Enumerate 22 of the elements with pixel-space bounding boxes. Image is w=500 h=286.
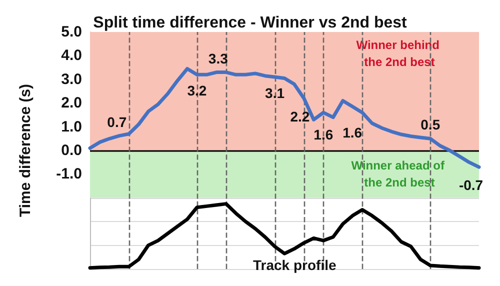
- y-tick-label: 5.0: [61, 24, 82, 40]
- data-label: 2.2: [290, 108, 310, 124]
- y-tick-label: 4.0: [61, 47, 82, 64]
- data-label: 0.5: [420, 116, 440, 133]
- data-label: 3.3: [208, 50, 228, 66]
- band-label: Winner ahead of the 2nd best: [351, 158, 448, 190]
- data-label: -0.7: [458, 177, 484, 194]
- y-tick-label: 2.0: [61, 94, 82, 112]
- data-label: 3.2: [187, 82, 207, 99]
- data-label: 0.7: [107, 114, 127, 130]
- chart-title: Split time difference - Winner vs 2nd best: [93, 14, 408, 32]
- y-tick-label: 3.0: [61, 70, 82, 88]
- y-tick-label: -1.0: [56, 166, 82, 183]
- data-label: 3.1: [265, 85, 285, 102]
- y-tick-label: 1.0: [61, 118, 82, 136]
- data-label: 1.6: [342, 124, 362, 141]
- band-label: Winner behind the 2nd best: [356, 38, 443, 69]
- series-label: Track profile: [253, 257, 336, 273]
- y-tick-label: 0.0: [61, 142, 82, 159]
- data-label: 1.6: [314, 126, 334, 143]
- y-axis-title: Time difference (s): [17, 84, 34, 218]
- line-series: [88, 66, 481, 169]
